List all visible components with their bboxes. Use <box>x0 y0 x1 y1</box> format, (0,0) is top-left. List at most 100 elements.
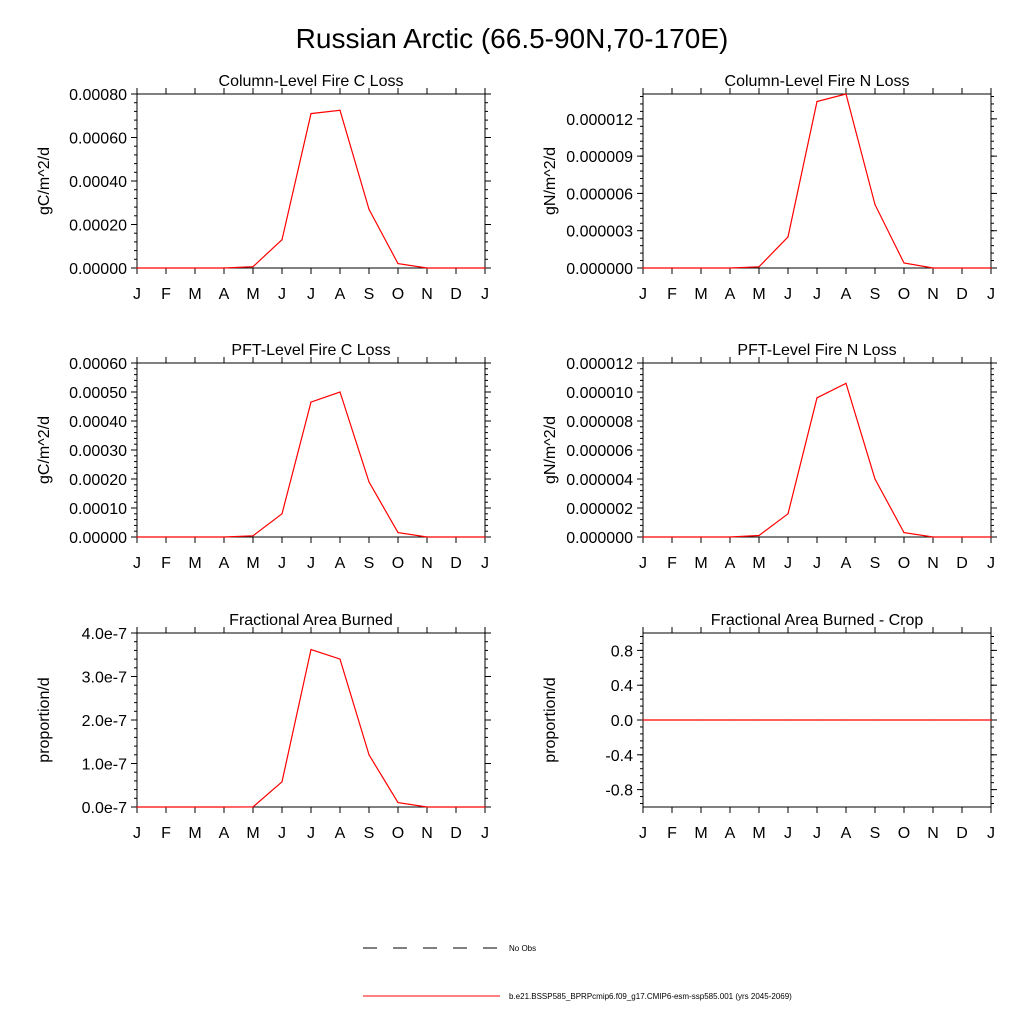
data-point <box>194 806 196 808</box>
x-tick-label: J <box>278 286 286 303</box>
x-tick-label: J <box>784 286 792 303</box>
y-tick-label: -0.4 <box>605 748 633 765</box>
panel-title: Column-Level Fire N Loss <box>725 73 910 90</box>
data-point <box>758 534 760 537</box>
y-axis-label: gN/m^2/d <box>542 147 559 215</box>
plot-frame <box>136 93 486 269</box>
x-tick-label: J <box>307 825 315 842</box>
y-tick-label: 0.0 <box>611 713 633 730</box>
legend-label-model: b.e21.BSSP585_BPRPcmip6.f09_g17.CMIP6-es… <box>509 992 792 1001</box>
x-tick-label: M <box>752 555 765 572</box>
data-point <box>136 267 138 269</box>
data-point <box>990 536 992 538</box>
data-point <box>729 719 731 721</box>
x-tick-label: F <box>667 825 677 842</box>
data-point <box>368 754 370 756</box>
data-point <box>136 806 138 808</box>
x-tick-label: N <box>927 825 939 842</box>
y-tick-label: 0.00000 <box>69 530 127 547</box>
data-point <box>845 719 847 721</box>
x-tick-label: J <box>639 825 647 842</box>
x-tick-label: N <box>927 286 939 303</box>
y-tick-label: 0.00030 <box>69 443 127 460</box>
y-tick-label: 1.0e-7 <box>82 757 127 774</box>
y-axis-label: proportion/d <box>542 677 559 762</box>
y-tick-label: 0.000000 <box>566 530 633 547</box>
panel-title: Column-Level Fire C Loss <box>219 73 404 90</box>
x-tick-label: N <box>421 555 433 572</box>
x-tick-label: J <box>987 555 995 572</box>
data-point <box>700 267 702 269</box>
x-tick-label: O <box>392 555 404 572</box>
data-point <box>484 267 486 269</box>
x-tick-label: J <box>133 286 141 303</box>
data-point <box>671 719 673 721</box>
y-axis-label: gC/m^2/d <box>36 416 53 484</box>
y-tick-label: 3.0e-7 <box>82 670 127 687</box>
x-tick-label: O <box>392 286 404 303</box>
data-point <box>874 719 876 721</box>
y-tick-label: 0.00000 <box>69 261 127 278</box>
data-point <box>671 536 673 538</box>
x-tick-label: A <box>725 286 736 303</box>
data-point <box>339 658 341 660</box>
legend: No Obs b.e21.BSSP585_BPRPcmip6.f09_g17.C… <box>363 944 792 1001</box>
y-axis-label: proportion/d <box>36 677 53 762</box>
x-tick-label: D <box>956 286 968 303</box>
data-point <box>484 536 486 538</box>
y-tick-label: 2.0e-7 <box>82 713 127 730</box>
data-point <box>816 719 818 721</box>
x-tick-label: J <box>481 555 489 572</box>
y-tick-label: 0.00060 <box>69 356 127 373</box>
y-tick-label: 0.000008 <box>566 414 633 431</box>
x-tick-label: A <box>841 825 852 842</box>
data-point <box>455 267 457 269</box>
x-tick-label: M <box>246 825 259 842</box>
x-tick-label: J <box>307 286 315 303</box>
series-line <box>643 93 991 269</box>
data-point <box>671 267 673 269</box>
data-point <box>194 536 196 538</box>
chart-panel-6: Fractional Area Burned - Crop proportion/… <box>542 612 997 842</box>
panel-title: Fractional Area Burned - Crop <box>711 612 924 629</box>
data-point <box>642 267 644 269</box>
data-point <box>368 208 370 210</box>
data-point <box>787 719 789 721</box>
x-tick-label: J <box>133 555 141 572</box>
x-tick-label: N <box>421 286 433 303</box>
y-tick-label: 0.000006 <box>566 443 633 460</box>
data-point <box>729 536 731 538</box>
x-tick-label: J <box>481 825 489 842</box>
data-point <box>642 536 644 538</box>
x-tick-label: A <box>219 286 230 303</box>
x-tick-label: M <box>188 286 201 303</box>
data-point <box>368 481 370 483</box>
x-tick-label: F <box>667 286 677 303</box>
y-tick-label: 0.000009 <box>566 149 633 166</box>
panel-title: PFT-Level Fire C Loss <box>231 342 390 359</box>
data-point <box>397 532 399 534</box>
x-tick-label: O <box>898 825 910 842</box>
x-tick-label: J <box>784 555 792 572</box>
x-tick-label: F <box>667 555 677 572</box>
x-tick-label: M <box>694 825 707 842</box>
data-point <box>990 267 992 269</box>
data-point <box>961 267 963 269</box>
y-tick-label: 0.000000 <box>566 261 633 278</box>
x-tick-label: M <box>246 555 259 572</box>
data-point <box>165 536 167 538</box>
data-point <box>165 806 167 808</box>
x-tick-label: M <box>752 286 765 303</box>
x-tick-label: D <box>450 555 462 572</box>
data-point <box>165 267 167 269</box>
x-tick-label: A <box>335 286 346 303</box>
x-tick-label: J <box>813 555 821 572</box>
data-point <box>816 397 818 399</box>
y-tick-label: 0.00020 <box>69 472 127 489</box>
y-tick-label: 0.00010 <box>69 501 127 518</box>
y-tick-label: -0.8 <box>605 783 633 800</box>
